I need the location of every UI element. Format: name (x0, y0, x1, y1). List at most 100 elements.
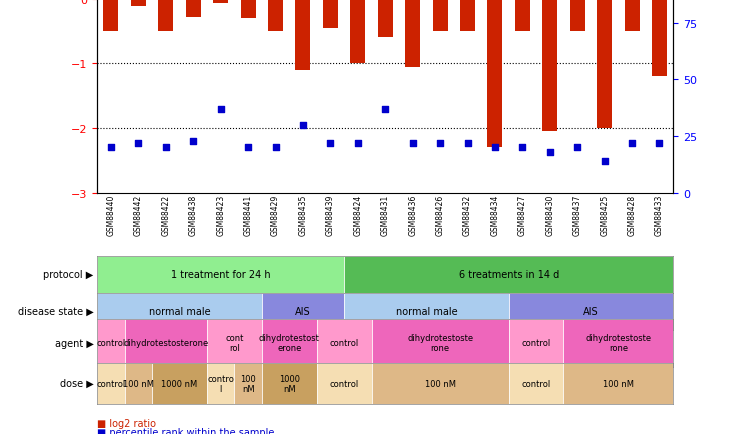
Text: GSM88442: GSM88442 (134, 194, 143, 236)
Bar (97, 293, 262, 330)
Text: 1 treatment for 24 h: 1 treatment for 24 h (171, 270, 271, 279)
Text: AIS: AIS (583, 306, 598, 316)
Bar (295, 0, 310, 71)
Text: normal male: normal male (149, 306, 210, 316)
Point (489, 145, 501, 151)
Bar (344, 256, 673, 293)
Text: GSM88423: GSM88423 (216, 194, 225, 236)
Bar (207, 319, 262, 367)
Bar (597, 0, 612, 128)
Bar (563, 363, 673, 404)
Bar (262, 363, 316, 404)
Bar (344, 293, 509, 330)
Bar (323, 0, 338, 29)
Text: 100 nM: 100 nM (123, 379, 154, 388)
Text: control: control (329, 379, 359, 388)
Bar (460, 0, 475, 32)
Bar (316, 363, 372, 404)
Text: GSM88441: GSM88441 (244, 194, 253, 236)
Bar (432, 0, 447, 32)
Text: normal male: normal male (396, 306, 457, 316)
Text: GSM88430: GSM88430 (545, 194, 554, 236)
Text: dihydrotestoste
rone: dihydrotestoste rone (407, 333, 473, 352)
Text: GSM88429: GSM88429 (271, 194, 280, 236)
Text: ■ percentile rank within the sample: ■ percentile rank within the sample (97, 427, 275, 434)
Point (516, 145, 528, 151)
Point (297, 122, 309, 129)
Bar (234, 363, 262, 404)
Text: GSM88431: GSM88431 (381, 194, 390, 236)
Point (462, 140, 473, 147)
Point (352, 140, 364, 147)
Text: 100
nM: 100 nM (240, 374, 256, 393)
Text: 1000 nM: 1000 nM (162, 379, 197, 388)
Bar (378, 0, 393, 38)
Bar (509, 293, 673, 330)
Text: GSM88428: GSM88428 (628, 194, 637, 235)
Point (187, 138, 199, 145)
Text: ■ log2 ratio: ■ log2 ratio (97, 418, 156, 428)
Text: GSM88436: GSM88436 (408, 194, 417, 236)
Text: control: control (96, 338, 126, 347)
Point (215, 106, 227, 113)
Bar (207, 363, 234, 404)
Point (132, 140, 144, 147)
Bar (97, 319, 125, 367)
Bar (570, 0, 585, 32)
Text: GSM88437: GSM88437 (573, 194, 582, 236)
Bar (488, 0, 503, 148)
Text: GSM88440: GSM88440 (106, 194, 115, 236)
Bar (262, 319, 316, 367)
Bar (262, 293, 344, 330)
Text: 100 nM: 100 nM (603, 379, 634, 388)
Text: protocol ▶: protocol ▶ (43, 270, 94, 279)
Text: 6 treatments in 14 d: 6 treatments in 14 d (459, 270, 559, 279)
Bar (625, 0, 640, 32)
Text: dose ▶: dose ▶ (60, 378, 94, 388)
Text: disease state ▶: disease state ▶ (18, 306, 94, 316)
Point (598, 158, 610, 165)
Text: GSM88425: GSM88425 (600, 194, 609, 236)
Text: 100 nM: 100 nM (425, 379, 456, 388)
Bar (509, 319, 563, 367)
Bar (241, 0, 256, 19)
Text: agent ▶: agent ▶ (55, 338, 94, 348)
Text: GSM88438: GSM88438 (188, 194, 197, 236)
Text: cont
rol: cont rol (225, 333, 244, 352)
Text: AIS: AIS (295, 306, 310, 316)
Bar (103, 0, 118, 32)
Point (379, 106, 391, 113)
Bar (652, 0, 667, 77)
Point (544, 149, 556, 156)
Bar (372, 319, 509, 367)
Text: contro
l: contro l (207, 374, 234, 393)
Point (105, 145, 117, 151)
Bar (350, 0, 365, 64)
Text: dihydrotestost
erone: dihydrotestost erone (259, 333, 319, 352)
Bar (131, 0, 146, 7)
Text: control: control (521, 379, 551, 388)
Bar (97, 256, 344, 293)
Bar (152, 363, 207, 404)
Point (407, 140, 419, 147)
Bar (159, 0, 174, 32)
Text: GSM88432: GSM88432 (463, 194, 472, 236)
Point (325, 140, 337, 147)
Text: GSM88427: GSM88427 (518, 194, 527, 236)
Bar (268, 0, 283, 32)
Point (160, 145, 172, 151)
Point (434, 140, 446, 147)
Bar (372, 363, 509, 404)
Text: 1000
nM: 1000 nM (279, 374, 300, 393)
Text: GSM88434: GSM88434 (491, 194, 500, 236)
Bar (125, 363, 152, 404)
Bar (509, 363, 563, 404)
Bar (97, 363, 125, 404)
Text: dihydrotestoste
rone: dihydrotestoste rone (585, 333, 652, 352)
Text: control: control (521, 338, 551, 347)
Bar (125, 319, 207, 367)
Bar (515, 0, 530, 32)
Bar (405, 0, 420, 67)
Point (571, 145, 583, 151)
Bar (316, 319, 372, 367)
